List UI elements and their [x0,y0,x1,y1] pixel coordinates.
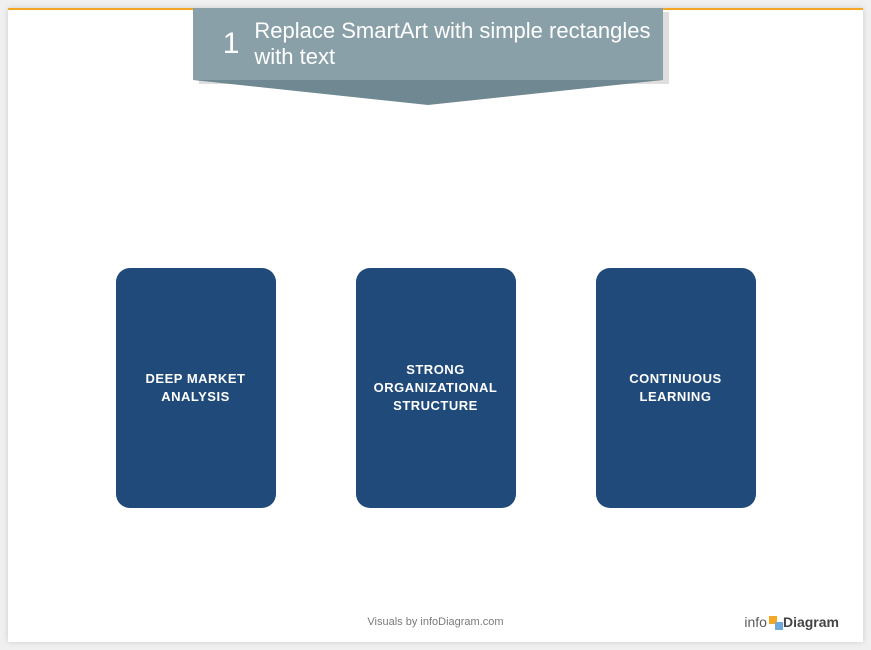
card: STRONG ORGANIZATIONAL STRUCTURE [356,268,516,508]
ribbon-tail [193,80,663,105]
slide: 1 Replace SmartArt with simple rectangle… [8,8,863,642]
title-ribbon: 1 Replace SmartArt with simple rectangle… [193,8,663,80]
ribbon-number: 1 [193,27,254,61]
logo-mark-icon [769,616,781,628]
logo: info Diagram [744,614,839,630]
logo-text-part1: info [744,614,767,630]
card-row: DEEP MARKET ANALYSIS STRONG ORGANIZATION… [8,268,863,508]
logo-text-part2: Diagram [783,614,839,630]
ribbon-title: Replace SmartArt with simple rectangles … [254,18,663,71]
card-label: DEEP MARKET ANALYSIS [128,370,264,406]
card: CONTINUOUS LEARNING [596,268,756,508]
card-label: STRONG ORGANIZATIONAL STRUCTURE [368,361,504,416]
card-label: CONTINUOUS LEARNING [608,370,744,406]
footer-credit: Visuals by infoDiagram.com [8,616,863,628]
card: DEEP MARKET ANALYSIS [116,268,276,508]
